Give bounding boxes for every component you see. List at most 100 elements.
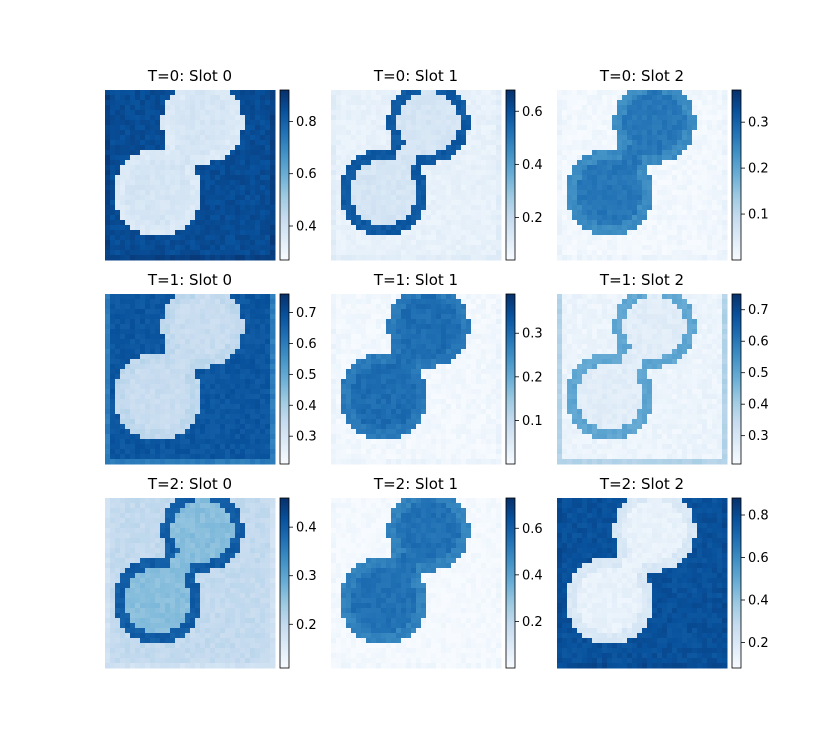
heatmap-cell [245,364,251,370]
heatmap-cell [617,195,623,201]
heatmap-cell [240,414,246,420]
heatmap-cell [572,245,578,251]
heatmap-cell [652,210,658,216]
heatmap-cell [150,409,156,415]
heatmap-cell [471,294,477,300]
heatmap-cell [105,349,111,355]
heatmap-cell [486,245,492,251]
heatmap-cell [175,414,181,420]
heatmap-cell [456,240,462,246]
heatmap-cell [130,434,136,440]
heatmap-cell [170,349,176,355]
heatmap-cell [105,150,111,156]
heatmap-cell [175,135,181,141]
heatmap-cell [396,235,402,241]
heatmap-cell [205,215,211,221]
heatmap-cell [627,230,633,236]
heatmap-cell [717,160,723,166]
heatmap-cell [356,125,362,131]
heatmap-cell [411,90,417,96]
heatmap-cell [270,444,276,450]
heatmap-cell [195,160,201,166]
heatmap-cell [130,210,136,216]
heatmap-cell [396,230,402,236]
heatmap-cell [110,230,116,236]
heatmap-cell [135,180,141,186]
heatmap-cell [180,434,186,440]
heatmap-cell [567,235,573,241]
heatmap-cell [436,319,442,325]
heatmap-cell [391,235,397,241]
heatmap-cell [712,130,718,136]
heatmap-cell [200,220,206,226]
heatmap-cell [667,110,673,116]
heatmap-cell [130,304,136,310]
heatmap-cell [687,170,693,176]
heatmap-cell [672,105,678,111]
heatmap-cell [125,324,131,330]
heatmap-cell [381,110,387,116]
heatmap-cell [622,235,628,241]
heatmap-cell [471,185,477,191]
heatmap-cell [446,175,452,181]
heatmap-cell [145,160,151,166]
heatmap-cell [697,105,703,111]
heatmap-cell [607,195,613,201]
heatmap-cell [331,145,337,151]
heatmap-cell [356,135,362,141]
heatmap-cell [572,230,578,236]
heatmap-cell [200,429,206,435]
heatmap-cell [386,240,392,246]
heatmap-cell [225,434,231,440]
heatmap-cell [155,240,161,246]
heatmap-cell [215,125,221,131]
heatmap-cell [270,334,276,340]
heatmap-cell [401,255,407,261]
heatmap-cell [587,110,593,116]
heatmap-cell [702,245,708,251]
heatmap-cell [235,404,241,410]
heatmap-cell [145,210,151,216]
heatmap-cell [562,90,568,96]
heatmap-cell [712,105,718,111]
heatmap-cell [245,319,251,325]
heatmap-cell [336,250,342,256]
heatmap-cell [491,240,497,246]
heatmap-cell [642,205,648,211]
heatmap-cell [110,334,116,340]
heatmap-cell [416,140,422,146]
heatmap-cell [371,255,377,261]
heatmap-cell [195,404,201,410]
heatmap-cell [225,384,231,390]
heatmap-cell [150,105,156,111]
heatmap-cell [707,240,713,246]
heatmap-cell [210,324,216,330]
heatmap-cell [652,180,658,186]
heatmap-cell [346,105,352,111]
heatmap-cell [642,185,648,191]
heatmap-cell [165,344,171,350]
heatmap-cell [562,225,568,231]
heatmap-cell [175,344,181,350]
heatmap-cell [346,125,352,131]
heatmap-cell [396,90,402,96]
heatmap-cell [170,434,176,440]
heatmap-cell [250,414,256,420]
heatmap-cell [180,105,186,111]
heatmap-cell [105,374,111,380]
panel-0: T=0: Slot 00.40.60.8 [105,67,317,261]
heatmap-cell [260,245,266,251]
colorbar-tick-label: 0.6 [522,105,543,120]
heatmap-cell [426,210,432,216]
heatmap-cell [250,439,256,445]
heatmap-cell [195,120,201,126]
heatmap-cell [135,364,141,370]
heatmap-cell [265,439,271,445]
heatmap-cell [160,180,166,186]
heatmap-cell [456,140,462,146]
heatmap-cell [190,120,196,126]
heatmap-cell [145,130,151,136]
heatmap-cell [270,190,276,196]
heatmap-cell [652,105,658,111]
heatmap-cell [697,135,703,141]
